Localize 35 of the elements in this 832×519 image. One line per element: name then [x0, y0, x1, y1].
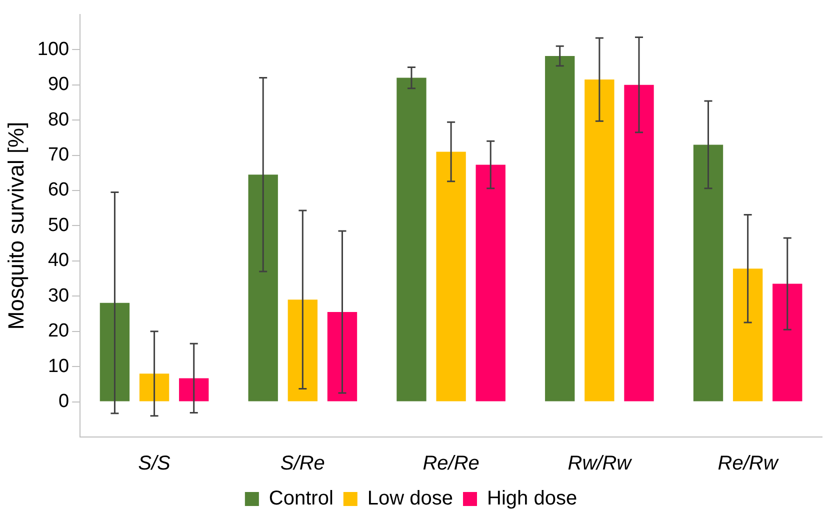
- bar: [732, 268, 763, 402]
- y-tick-label: 100: [37, 38, 70, 60]
- legend-label: High dose: [487, 488, 578, 510]
- y-tick-label: 0: [58, 391, 70, 412]
- y-axis-title: Mosquito survival [%]: [3, 122, 28, 330]
- y-tick-label: 10: [48, 356, 70, 377]
- x-tick-label: S/Re: [280, 452, 325, 475]
- bar: [327, 312, 358, 402]
- legend-label: Control: [268, 488, 334, 510]
- bar: [545, 56, 575, 402]
- legend-label: Low dose: [367, 488, 454, 510]
- x-tick-label: S/S: [138, 452, 172, 475]
- bar: [772, 284, 802, 402]
- bar: [476, 164, 506, 402]
- bar: [100, 302, 130, 402]
- bar: [584, 80, 614, 402]
- bar: [624, 84, 654, 402]
- y-tick-label: 70: [48, 144, 70, 166]
- bar: [179, 378, 209, 402]
- x-tick-label: Rw/Rw: [568, 452, 633, 475]
- y-tick-label: 40: [48, 250, 70, 272]
- bar: [248, 174, 278, 402]
- y-tick-label: 20: [48, 320, 70, 342]
- bar: [139, 374, 170, 402]
- bar: [693, 144, 724, 402]
- y-tick-label: 90: [48, 74, 70, 96]
- x-tick-label: Re/Re: [422, 452, 480, 475]
- bar: [436, 152, 466, 402]
- bar: [288, 300, 318, 402]
- y-tick-label: 60: [48, 180, 70, 201]
- x-tick-label: Re/Rw: [718, 452, 780, 475]
- y-tick-label: 30: [48, 285, 70, 306]
- bar: [396, 78, 426, 402]
- y-tick-label: 50: [48, 214, 70, 236]
- y-tick-label: 80: [48, 109, 70, 130]
